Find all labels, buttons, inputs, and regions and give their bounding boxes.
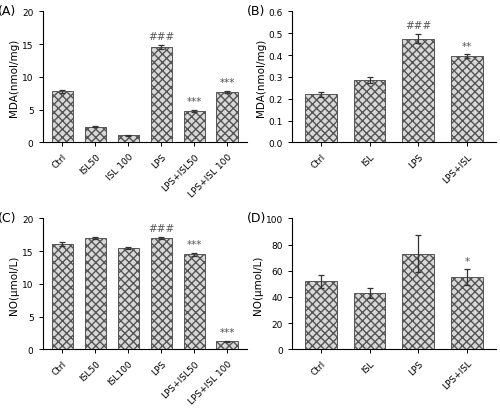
Text: ***: *** <box>186 239 202 249</box>
Bar <box>305 95 337 143</box>
Bar <box>354 293 386 349</box>
Text: ***: *** <box>186 97 202 107</box>
Text: (A): (A) <box>0 4 16 18</box>
Text: *: * <box>464 256 469 266</box>
Y-axis label: NO(μmol/L): NO(μmol/L) <box>10 254 20 314</box>
Bar <box>354 81 386 143</box>
Bar <box>84 127 106 143</box>
Text: ###: ### <box>148 32 174 42</box>
Text: (B): (B) <box>247 4 266 18</box>
Text: ***: *** <box>220 327 235 337</box>
Text: (C): (C) <box>0 211 16 224</box>
Bar <box>184 112 205 143</box>
Y-axis label: MDA(nmol/mg): MDA(nmol/mg) <box>10 39 20 117</box>
Bar <box>52 244 73 349</box>
Y-axis label: MDA(nmol/mg): MDA(nmol/mg) <box>256 39 266 117</box>
Bar <box>305 281 337 349</box>
Bar <box>118 136 139 143</box>
Text: ###: ### <box>405 21 431 31</box>
Bar <box>451 57 482 143</box>
Text: **: ** <box>462 41 472 52</box>
Bar <box>184 255 205 349</box>
Text: (D): (D) <box>247 211 266 224</box>
Bar <box>150 48 172 143</box>
Bar <box>84 238 106 349</box>
Bar <box>150 238 172 349</box>
Bar <box>451 278 482 349</box>
Y-axis label: NO(μmol/L): NO(μmol/L) <box>253 254 263 314</box>
Text: ###: ### <box>148 223 174 234</box>
Bar <box>52 92 73 143</box>
Bar <box>402 40 434 143</box>
Bar <box>118 248 139 349</box>
Bar <box>402 254 434 349</box>
Text: ***: *** <box>220 78 235 88</box>
Bar <box>216 342 238 349</box>
Bar <box>216 93 238 143</box>
